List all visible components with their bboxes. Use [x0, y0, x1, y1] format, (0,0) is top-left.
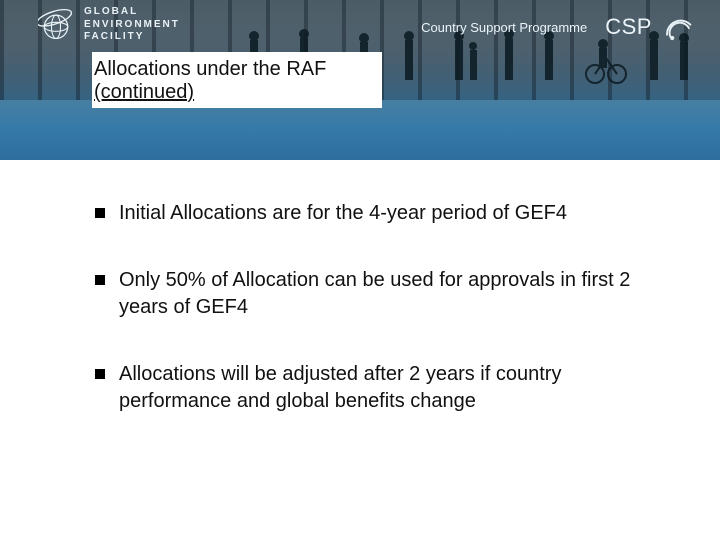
bullet-item: Only 50% of Allocation can be used for a… [95, 267, 660, 321]
title-line-1: Allocations under the RAF [92, 58, 382, 81]
slide-title: Allocations under the RAF (continued) [92, 52, 382, 108]
gef-line1: GLOBAL [84, 6, 180, 19]
bullet-item: Initial Allocations are for the 4-year p… [95, 200, 660, 227]
bullet-text: Initial Allocations are for the 4-year p… [119, 200, 660, 227]
bullet-text: Allocations will be adjusted after 2 yea… [119, 361, 660, 415]
gef-logo-text: GLOBAL ENVIRONMENT FACILITY [84, 6, 180, 44]
csp-abbrev: CSP [601, 14, 652, 40]
bullet-item: Allocations will be adjusted after 2 yea… [95, 361, 660, 415]
gef-logo: GLOBAL ENVIRONMENT FACILITY [38, 6, 180, 44]
csp-logo: Country Support Programme CSP [421, 10, 696, 44]
gef-line2: ENVIRONMENT [84, 19, 180, 32]
csp-label: Country Support Programme [421, 20, 587, 35]
gef-line3: FACILITY [84, 31, 180, 44]
globe-icon [38, 7, 74, 43]
slide: GLOBAL ENVIRONMENT FACILITY Country Supp… [0, 0, 720, 540]
title-line-2: (continued) [92, 81, 382, 104]
header-band: GLOBAL ENVIRONMENT FACILITY Country Supp… [0, 0, 720, 160]
square-bullet-icon [95, 275, 105, 285]
square-bullet-icon [95, 369, 105, 379]
bullet-text: Only 50% of Allocation can be used for a… [119, 267, 660, 321]
body-content: Initial Allocations are for the 4-year p… [0, 160, 720, 455]
csp-arc-icon [662, 10, 696, 44]
square-bullet-icon [95, 208, 105, 218]
